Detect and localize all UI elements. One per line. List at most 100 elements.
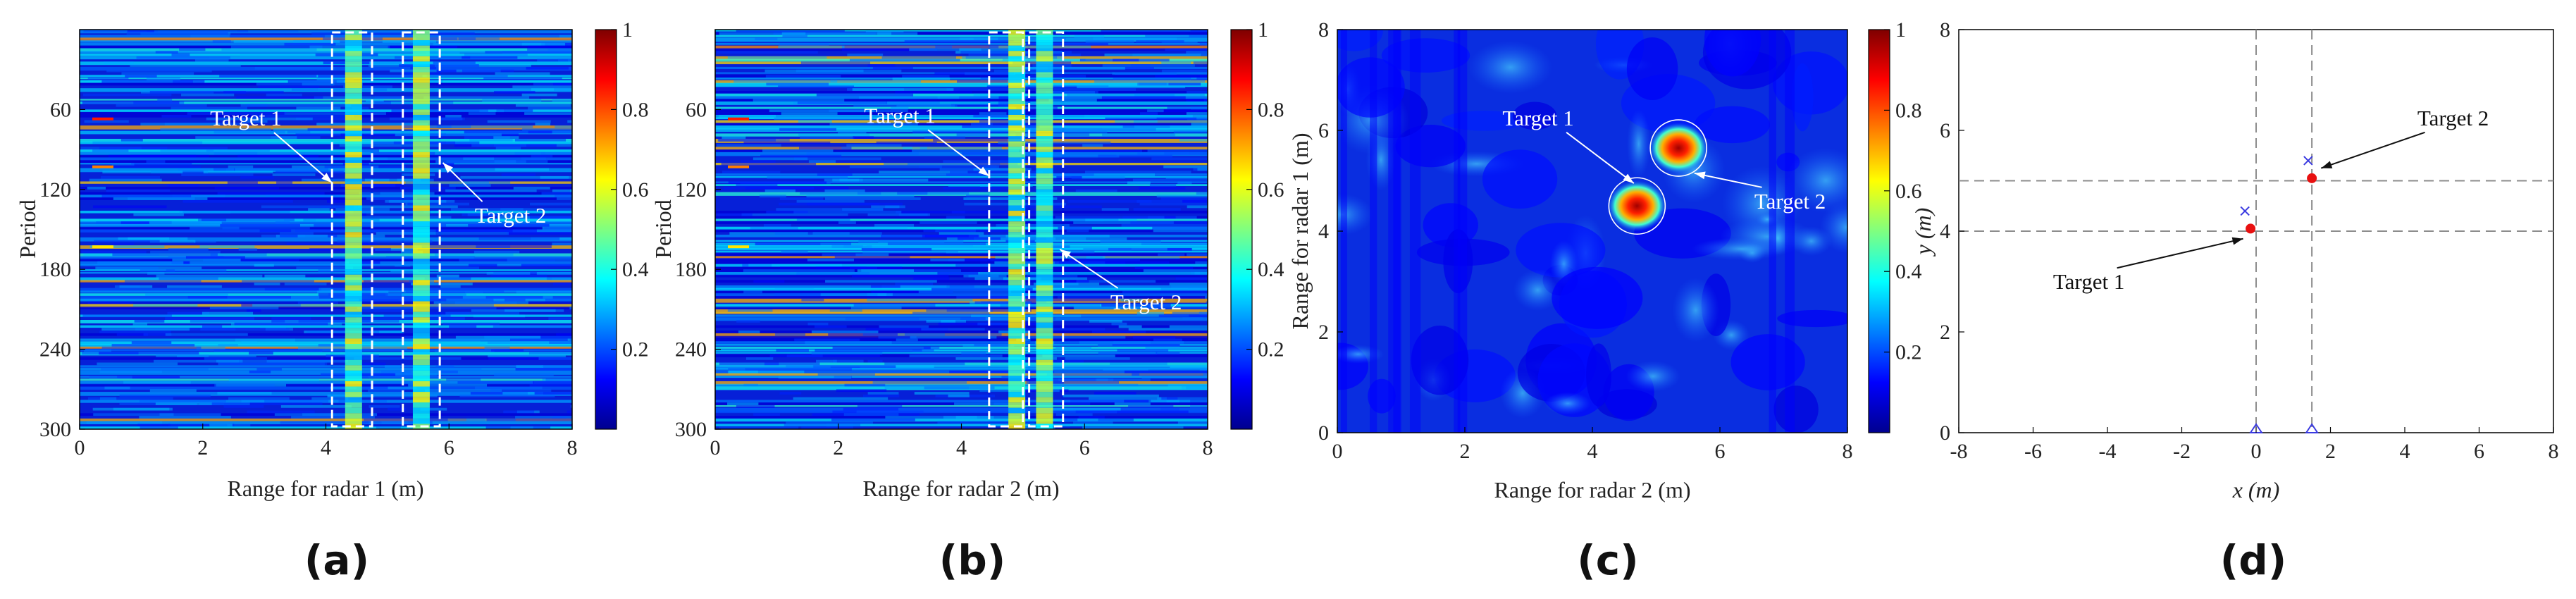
heatmap-texture [401, 250, 423, 254]
heatmap-dark-row [715, 32, 1208, 35]
heatmap-texture [398, 298, 494, 302]
heatmap-texture [1030, 149, 1143, 152]
heatmap-texture [1130, 221, 1208, 224]
heatmap-texture [934, 72, 1015, 75]
heatmap-texture [1022, 75, 1086, 78]
heatmap-texture [230, 45, 323, 49]
heatmap-texture [1161, 397, 1178, 400]
x-tick-label: 6 [1715, 440, 1726, 463]
heatmap-texture [1110, 362, 1168, 366]
heatmap-texture [311, 397, 349, 400]
target-column-cell [345, 93, 362, 99]
target-column-cell [345, 386, 362, 393]
heatmap-texture [249, 370, 271, 373]
heatmap-texture [445, 114, 462, 118]
heatmap-streak [715, 58, 1208, 62]
heatmap-texture [211, 402, 323, 405]
heatmap-texture [130, 64, 241, 67]
heatmap-texture [260, 325, 287, 328]
heatmap-texture [825, 280, 937, 283]
heatmap-texture [745, 357, 774, 360]
heatmap-texture [381, 370, 412, 373]
target-column-cell [1036, 301, 1053, 307]
heatmap-texture [1093, 37, 1177, 41]
heatmap-texture [1197, 168, 1208, 171]
heatmap-dark-row [80, 226, 572, 230]
heatmap-texture [793, 157, 881, 161]
heatmap-texture [729, 370, 758, 373]
heatmap-texture [1143, 269, 1208, 272]
heatmap-texture [1186, 99, 1208, 102]
heatmap-texture [851, 274, 949, 278]
target-column-cell [412, 120, 430, 126]
heatmap-texture [531, 154, 553, 158]
target-column-cell [1008, 359, 1026, 366]
heatmap-texture [832, 346, 931, 350]
target-column-cell [1036, 344, 1053, 350]
heatmap-texture [185, 256, 245, 259]
target-column-cell [345, 328, 362, 333]
heatmap-texture [102, 171, 183, 174]
heatmap-texture [736, 320, 760, 323]
heatmap-texture [119, 394, 211, 397]
target-column-cell [345, 280, 362, 285]
peak-highlight-circle [1608, 177, 1666, 235]
heatmap-texture [1173, 130, 1208, 134]
heatmap-dark-row [80, 383, 572, 387]
target-column-cell [412, 322, 430, 328]
heatmap-texture [424, 277, 471, 280]
heatmap-texture [434, 253, 514, 257]
heatmap-texture [548, 317, 572, 321]
heatmap-texture [844, 383, 886, 387]
heatmap-texture [977, 322, 1011, 326]
heatmap-texture [137, 424, 171, 427]
y-tick-label: 6 [1318, 119, 1329, 142]
heatmap-hotspot [92, 165, 113, 168]
heatmap-texture [847, 54, 884, 56]
heatmap-texture [858, 240, 964, 243]
heatmap-texture [112, 253, 218, 257]
heatmap-texture [140, 269, 175, 272]
heatmap-texture [154, 359, 239, 363]
heatmap-texture [512, 229, 572, 233]
target-column-cell [345, 104, 362, 110]
target-column-cell [412, 66, 430, 73]
heatmap-texture [741, 160, 776, 163]
heatmap-texture [213, 349, 323, 352]
heatmap-peak [1607, 180, 1667, 232]
heatmap-texture [424, 389, 502, 393]
heatmap-texture [483, 78, 562, 80]
heatmap-blob [1626, 37, 1678, 101]
heatmap-texture [1187, 205, 1208, 209]
heatmap-texture [149, 221, 222, 224]
target-column-cell [345, 125, 362, 131]
x-tick-label: 8 [2549, 440, 2559, 463]
y-tick-label: 6 [1940, 119, 1950, 142]
heatmap-streak [715, 30, 1208, 32]
heatmap-texture [556, 197, 572, 200]
heatmap-texture [1108, 247, 1191, 251]
heatmap-texture [1199, 42, 1208, 46]
heatmap-streak [715, 218, 1208, 221]
heatmap-texture [1098, 352, 1158, 355]
heatmap-blob [1791, 63, 1814, 132]
heatmap-texture [950, 104, 1013, 107]
heatmap-texture [259, 229, 292, 233]
heatmap-streak [715, 293, 1208, 297]
heatmap-texture [204, 357, 268, 360]
heatmap-texture [187, 112, 287, 115]
target-column-cell [345, 35, 362, 41]
target-column-cell [1008, 317, 1026, 323]
heatmap-texture [1035, 90, 1095, 94]
heatmap-dark-row [715, 261, 1208, 264]
heatmap-texture [111, 163, 135, 166]
heatmap-blob [1586, 343, 1611, 407]
annotation-label: Target 2 [1754, 189, 1826, 214]
heatmap-texture [442, 322, 500, 326]
heatmap-dark-row [715, 266, 1208, 270]
heatmap-texture [1137, 199, 1208, 203]
colorbar-tick-label: 0.6 [1895, 180, 1922, 203]
heatmap-texture [213, 152, 258, 155]
heatmap-blob [1692, 237, 1791, 261]
heatmap-texture [786, 354, 823, 357]
